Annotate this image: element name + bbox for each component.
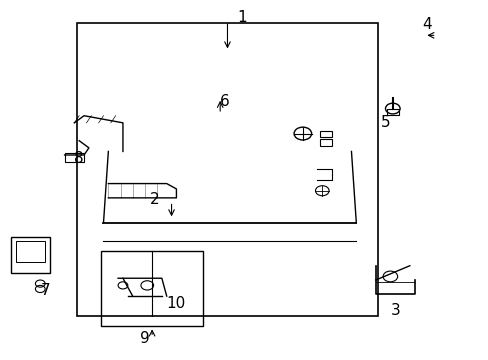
Bar	[64, 153, 84, 162]
Text: 10: 10	[166, 296, 185, 311]
Bar	[319, 131, 331, 137]
Bar	[319, 139, 331, 146]
Text: 4: 4	[421, 17, 431, 32]
Text: 3: 3	[389, 303, 399, 318]
Text: 9: 9	[140, 332, 149, 346]
Bar	[386, 109, 398, 115]
Bar	[16, 241, 45, 262]
Text: 8: 8	[74, 151, 84, 166]
Text: 5: 5	[380, 115, 389, 130]
Text: 6: 6	[220, 94, 229, 109]
Bar	[11, 237, 50, 273]
Text: 2: 2	[149, 192, 159, 207]
Text: 7: 7	[40, 283, 50, 298]
Text: 1: 1	[237, 10, 246, 25]
